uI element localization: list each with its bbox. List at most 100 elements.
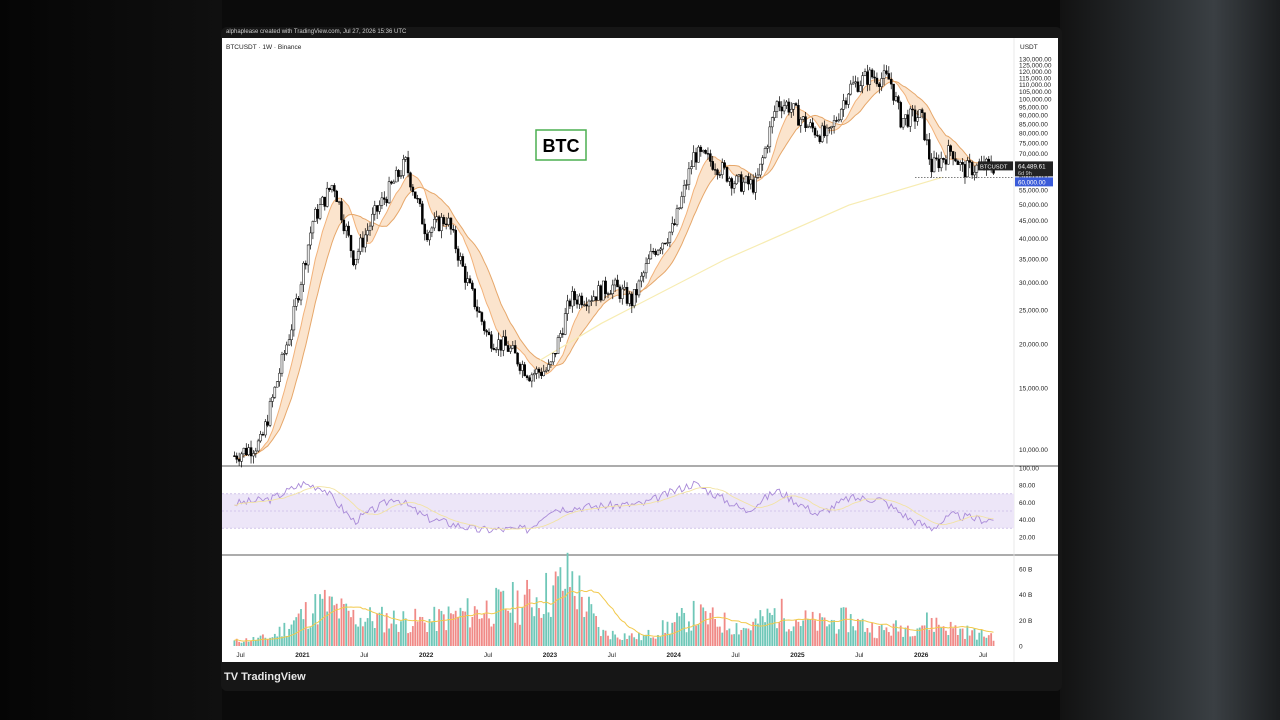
candle-body: [899, 102, 902, 128]
volume-bar: [554, 571, 557, 646]
volume-bar: [599, 636, 602, 646]
candle-body: [647, 258, 650, 264]
candle-body: [242, 447, 246, 455]
candle-body: [554, 352, 557, 355]
volume-bar: [480, 618, 483, 646]
candle-body: [535, 368, 538, 374]
volume-bar: [309, 627, 312, 646]
chart-svg[interactable]: 100.00 80.00 60.00 40.00 20.00 60 B 40 B 20 B 0…: [222, 38, 1058, 662]
candle-body: [359, 237, 362, 252]
chart-area[interactable]: 100.00 80.00 60.00 40.00 20.00 60 B 40 B 20 B 0…: [222, 38, 1058, 662]
candle-body: [963, 164, 967, 178]
volume-bar: [580, 596, 583, 646]
candle-body: [690, 166, 693, 170]
candle-body: [366, 230, 369, 236]
candle-body: [437, 216, 441, 232]
background-right: [1060, 0, 1280, 720]
volume-bar: [721, 632, 724, 646]
time-tick-label: 2025: [790, 652, 805, 659]
candle-body: [430, 227, 434, 233]
candle-body: [694, 152, 698, 163]
price-tick-label: 125,000.00: [1019, 63, 1052, 70]
candle-body: [642, 272, 645, 277]
volume-bar: [466, 598, 469, 646]
price-tick-label: 20,000.00: [1019, 342, 1048, 349]
volume-bar: [442, 614, 445, 646]
volume-bar: [430, 621, 433, 646]
candle-body: [328, 187, 331, 191]
candle-body: [295, 298, 298, 307]
candle-body: [530, 374, 534, 382]
volume-bar: [626, 638, 628, 646]
volume-bar: [959, 628, 962, 646]
price-tick-label: 50,000.00: [1019, 202, 1048, 209]
volume-bar: [271, 637, 274, 646]
volume-bar: [540, 617, 543, 646]
volume-bar: [283, 622, 286, 646]
volume-bar: [954, 625, 957, 646]
volume-bar: [392, 610, 395, 646]
volume-bar: [697, 624, 700, 646]
candle-body: [587, 300, 591, 307]
candle-body: [278, 372, 281, 382]
candle-body: [625, 286, 629, 304]
volume-bar: [538, 608, 540, 646]
candle-body: [440, 217, 443, 232]
tradingview-brand[interactable]: TV TradingView: [224, 671, 306, 683]
candle-body: [490, 334, 493, 349]
volume-bar: [952, 628, 954, 646]
volume-bar: [323, 589, 326, 646]
volume-bar: [588, 596, 590, 646]
candle-body: [330, 185, 334, 191]
candle-body: [630, 293, 634, 307]
volume-bar: [909, 636, 912, 646]
volume-bar: [614, 634, 617, 646]
rsi-tick-label: 60.00: [1019, 500, 1036, 507]
volume-bar: [726, 630, 728, 646]
volume-bar: [259, 635, 262, 646]
volume-bar: [549, 616, 552, 646]
volume-bar: [254, 640, 257, 646]
candle-body: [870, 69, 874, 78]
candle-body: [287, 339, 291, 346]
volume-bar: [918, 627, 921, 646]
candle-body: [280, 354, 284, 374]
attribution-text: alphaplease created with TradingView.com…: [226, 29, 407, 35]
candle-body: [951, 151, 955, 160]
candle-body: [594, 296, 598, 301]
candle-body: [987, 158, 991, 162]
volume-bar: [335, 603, 338, 646]
candle-body: [468, 278, 472, 284]
title-box: BTC: [535, 129, 587, 161]
volume-bar: [602, 629, 605, 646]
ma-long-line: [539, 176, 942, 362]
candle-body: [904, 114, 907, 119]
volume-bar: [780, 598, 783, 646]
candle-body: [866, 71, 869, 85]
candle-body: [435, 216, 438, 220]
candle-body: [399, 175, 403, 177]
time-tick-label: 2021: [295, 652, 310, 659]
candle-body: [699, 146, 703, 152]
candle-body: [406, 157, 410, 174]
volume-bar: [390, 623, 393, 646]
candle-body: [264, 421, 267, 436]
volume-bar: [385, 613, 388, 646]
volume-bar: [685, 632, 688, 646]
candle-body: [390, 181, 393, 184]
volume-bar: [945, 630, 947, 646]
candle-body: [973, 172, 976, 176]
volume-bar: [630, 633, 633, 646]
volume-bar: [692, 600, 695, 646]
volume-bar: [992, 640, 995, 646]
rsi-tick-label: 40.00: [1019, 517, 1036, 524]
candle-body: [466, 278, 469, 283]
volume-bar: [716, 626, 719, 646]
volume-bar: [883, 630, 885, 646]
volume-bar: [707, 624, 709, 646]
volume-bar: [911, 636, 914, 646]
candle-body: [368, 225, 372, 231]
volume-bar: [416, 621, 419, 646]
volume-bar: [968, 635, 971, 646]
candle-body: [835, 120, 838, 122]
